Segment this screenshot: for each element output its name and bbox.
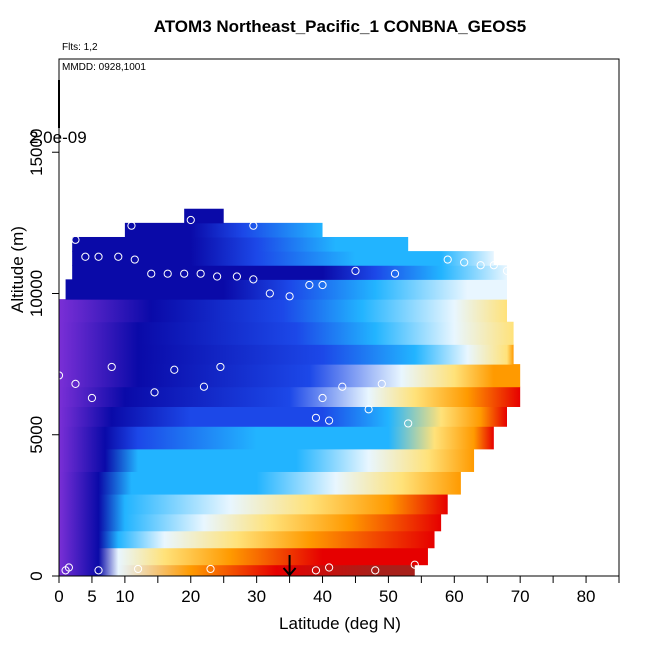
profile-row: [59, 471, 461, 495]
date-label: MMDD: 0928,1001: [62, 62, 146, 73]
y-tick-label: 5000: [27, 416, 46, 454]
sample-point: [87, 393, 97, 403]
plot-frame: [58, 58, 620, 577]
sample-point: [94, 566, 103, 575]
sample-point: [351, 266, 360, 275]
sample-point: [81, 252, 90, 261]
down-arrow-icon: [282, 555, 297, 577]
x-tick-label: 0: [54, 587, 63, 606]
sample-point: [213, 272, 222, 281]
sample-point: [338, 382, 347, 391]
sample-point: [147, 269, 156, 278]
sample-point: [364, 405, 373, 414]
sample-point: [163, 269, 172, 278]
sample-point: [232, 210, 241, 219]
x-tick-label: 30: [247, 587, 266, 606]
sample-point: [127, 221, 136, 230]
profile-row: [124, 222, 323, 238]
sample-points: [54, 210, 531, 575]
sample-point: [305, 280, 314, 290]
x-tick-label: 5: [87, 587, 96, 606]
profile-row: [65, 279, 508, 300]
y-tick-label: 15000: [27, 129, 46, 176]
profile-row: [59, 494, 448, 515]
sample-point: [249, 221, 258, 230]
sample-point: [232, 272, 241, 281]
sample-point: [318, 393, 327, 403]
sample-point: [130, 255, 139, 264]
x-tick-label: 10: [115, 587, 134, 606]
sample-point: [325, 563, 334, 572]
profile-row: [72, 236, 409, 252]
axes: 0 5 10 20 30 40 50 60 70 80 0 5000 10000 15000: [27, 80, 620, 606]
sample-point: [318, 280, 327, 290]
chart-title: ATOM3 Northeast_Pacific_1 CONBNA_GEOS5: [153, 17, 527, 36]
sample-point: [311, 413, 321, 422]
sample-point: [311, 566, 321, 575]
sample-point: [216, 362, 225, 372]
x-tick-label: 60: [445, 587, 464, 606]
profile-row: [59, 344, 514, 365]
profile-row: [59, 299, 507, 323]
y-tick-label: 10000: [27, 270, 46, 317]
sample-point: [285, 292, 294, 301]
profile-row: [59, 426, 494, 450]
sample-point: [476, 261, 485, 270]
sample-point: [390, 269, 400, 278]
sample-point: [186, 215, 195, 225]
sample-point: [170, 365, 179, 374]
sample-point: [94, 252, 103, 261]
sample-point: [443, 255, 452, 264]
profile-row: [59, 321, 514, 345]
sample-point: [180, 269, 189, 278]
profile-row: [72, 251, 494, 266]
sample-point: [325, 416, 334, 425]
sample-point: [249, 275, 258, 284]
profile-row: [59, 530, 435, 549]
sample-point: [133, 564, 143, 574]
sample-point: [196, 269, 205, 278]
x-tick-label: 50: [379, 587, 398, 606]
sample-point: [199, 382, 209, 391]
profile-row: [59, 513, 442, 532]
sample-point: [71, 235, 80, 244]
x-tick-label: 80: [577, 587, 596, 606]
profile-row: [59, 448, 475, 472]
sample-point: [107, 362, 116, 372]
y-tick-label: 0: [27, 571, 46, 580]
scale-label: 2.0e-09: [29, 128, 87, 147]
sample-point: [265, 289, 274, 298]
profile-row: [59, 547, 428, 566]
x-tick-label: 20: [181, 587, 200, 606]
sample-point: [404, 419, 413, 428]
sample-point: [150, 388, 159, 397]
flights-label: Flts: 1,2: [62, 42, 98, 53]
profile-row: [59, 364, 521, 388]
sample-point: [410, 560, 419, 569]
sample-point: [522, 396, 531, 405]
sample-point: [377, 379, 386, 388]
sample-point: [489, 261, 498, 270]
x-tick-label: 40: [313, 587, 332, 606]
x-axis-label: Latitude (deg N): [279, 614, 401, 633]
sample-point: [206, 564, 215, 574]
sample-point: [71, 379, 80, 388]
profile-row: [72, 265, 508, 280]
profile-row: [59, 386, 521, 407]
sample-point: [64, 563, 73, 572]
sample-point: [114, 252, 123, 261]
sample-point: [502, 266, 512, 275]
curtain-profile: [59, 208, 521, 577]
sample-point: [371, 566, 380, 575]
sample-point: [460, 258, 469, 267]
profile-row: [59, 564, 415, 577]
x-tick-label: 70: [511, 587, 530, 606]
profile-row: [59, 406, 507, 427]
